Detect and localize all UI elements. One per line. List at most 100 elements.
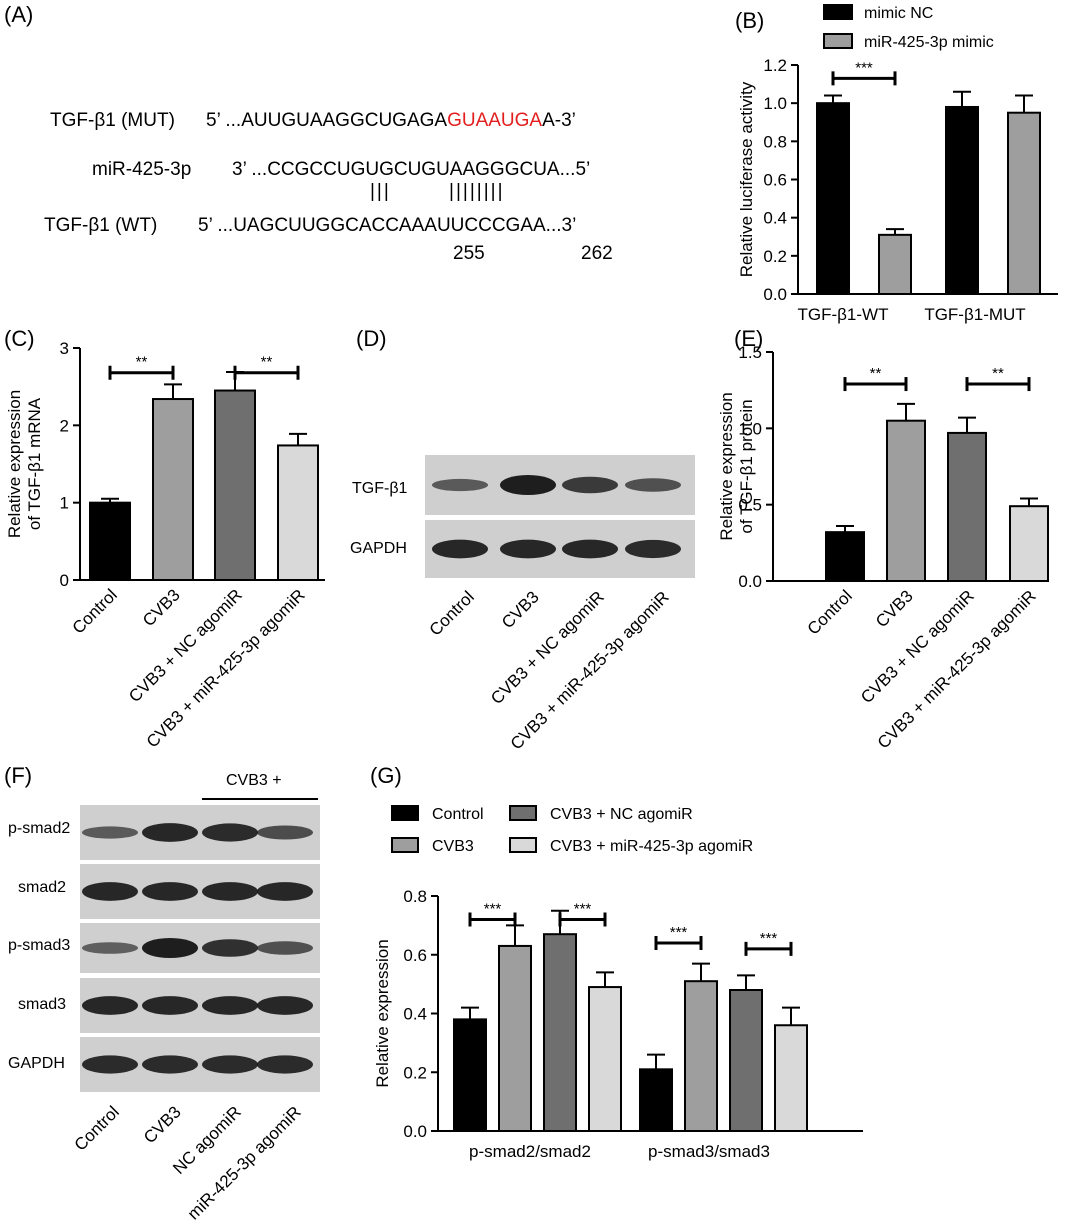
mirna-sequence: 3’ ...CCGCCUGUGCUGUAAGGGCUA...5’ [232, 159, 591, 180]
base-pair-marks: ||| |||||||| [370, 181, 505, 202]
bar-p-smad2/smad2-cvb3-+-nc-agomir [543, 933, 577, 1132]
panel-b-label: (B) [735, 8, 765, 33]
significance-label: ** [136, 354, 148, 371]
y-tick-label: 1 [60, 494, 69, 513]
bar-cvb3-+-nc-agomir [947, 431, 987, 582]
significance-label: *** [760, 930, 778, 947]
y-tick-label: 0.0 [403, 1122, 427, 1141]
x-category-label: CVB3 + NC agomiR [125, 585, 246, 706]
panel-a-label: (A) [4, 2, 34, 27]
bar-tgf-β1-wt-mir-425-3p-mimic [878, 233, 912, 295]
blot-f-label-smad2: smad2 [18, 879, 67, 896]
x-category-label: TGF-β1-MUT [924, 305, 1025, 324]
mirna-name: miR-425-3p [92, 159, 192, 180]
blot-f-label-psmad3: p-smad3 [8, 937, 71, 954]
y-tick-label: 0.6 [763, 171, 787, 190]
y-axis-label: of TGF-β1 mRNA [25, 397, 44, 530]
mut-sequence-prefix: 5’ ...AUUGUAAGGCUGAGA [206, 110, 448, 131]
bar-p-smad3/smad3-control [639, 1068, 673, 1132]
significance-label: *** [670, 924, 688, 941]
blot-lane-label: miR-425-3p agomiR [184, 1102, 305, 1223]
legend-swatch [509, 837, 537, 853]
blot-band [202, 882, 258, 901]
y-axis-label: Relative expression [5, 390, 24, 538]
blot-band [82, 826, 138, 839]
mut-sequence-name: TGF-β1 (MUT) [50, 110, 175, 131]
y-tick-label: 0.5 [738, 496, 762, 515]
blot-band [142, 996, 198, 1015]
blot-f-label-smad3: smad3 [18, 996, 67, 1013]
y-tick-label: 1.2 [763, 56, 787, 75]
bar-p-smad3/smad3-cvb3-+-nc-agomir [729, 989, 763, 1132]
blot-band [625, 539, 681, 559]
blot-lane-label: CVB3 [498, 587, 543, 632]
blot-band [257, 941, 313, 955]
bar-p-smad3/smad3-cvb3 [684, 980, 718, 1132]
blot-band [202, 996, 258, 1015]
y-tick-label: 0.4 [403, 1005, 427, 1024]
y-tick-label: 0.2 [403, 1063, 427, 1082]
bar-p-smad2/smad2-cvb3-+-mir-425-3p-agomir [588, 986, 622, 1132]
y-tick-label: 1.0 [763, 94, 787, 113]
blot-f-group-line [202, 798, 318, 800]
blot-d [425, 455, 695, 578]
bar-p-smad2/smad2-cvb3 [498, 944, 532, 1132]
y-axis-label: Relative expression [717, 392, 736, 540]
panel-f-label: (F) [4, 763, 33, 788]
x-category-label: CVB3 [872, 586, 917, 631]
y-tick-label: 1.5 [738, 343, 762, 362]
blot-band [82, 882, 138, 901]
legend-label: CVB3 + miR-425-3p agomiR [550, 838, 753, 855]
blot-lane-label: Control [71, 1102, 123, 1154]
y-tick-label: 0.0 [763, 285, 787, 304]
blot-f [80, 805, 320, 1092]
legend-label: miR-425-3p mimic [864, 34, 994, 51]
significance-label: *** [855, 59, 873, 76]
blot-band [82, 1055, 138, 1074]
y-axis-label: of TGF-β1 protein [737, 399, 756, 533]
chart-b: 0.0 0.2 0.4 0.6 0.8 1.0 1.2 Relative luciferase… [737, 4, 1058, 324]
blot-band [562, 539, 618, 559]
legend-swatch [823, 33, 853, 49]
bar-tgf-β1-wt-mimic-nc [816, 102, 850, 295]
blot-band [257, 882, 313, 901]
blot-f-group-label: CVB3 + [226, 772, 282, 789]
position-end: 262 [581, 243, 613, 264]
significance-label: ** [992, 365, 1004, 382]
bar-p-smad3/smad3-cvb3-+-mir-425-3p-agomir [774, 1024, 808, 1132]
blot-band [257, 996, 313, 1015]
blot-band [142, 1055, 198, 1074]
blot-band [500, 475, 556, 495]
significance-label: ** [261, 354, 273, 371]
chart-c: 0 1 2 3 Relative expression of TGF-β1 mRNA ** *… [5, 339, 325, 751]
blot-lane-label: CVB3 [140, 1102, 185, 1147]
significance-label: *** [574, 901, 592, 918]
y-tick-label: 0.8 [403, 887, 427, 906]
y-tick-label: 0.6 [403, 946, 427, 965]
x-category-label: Control [69, 585, 121, 637]
bar-cvb3 [152, 398, 194, 582]
bar-tgf-β1-mut-mimic-nc [945, 105, 979, 295]
blot-band [432, 478, 488, 492]
wt-sequence: 5’ ...UAGCUUGGCACCAAAUUCCCGAA...3’ [198, 215, 577, 236]
mut-sequence: 5’ ...AUUGUAAGGCUGAGAGUAAUGAA-3’ [206, 110, 576, 132]
blot-band [142, 882, 198, 901]
legend-swatch [391, 805, 419, 821]
wt-sequence-name: TGF-β1 (WT) [44, 215, 158, 236]
blot-band [432, 539, 488, 559]
bar-cvb3 [886, 419, 926, 582]
panel-d-label: (D) [356, 326, 387, 351]
chart-e: 0.0 0.5 1.0 1.5 Relative expression of TGF-β1… [717, 343, 1049, 752]
y-axis-label: Relative expression [373, 939, 392, 1087]
bar-control [825, 531, 865, 582]
panel-c-label: (C) [4, 326, 35, 351]
significance-label: ** [870, 365, 882, 382]
blot-band [142, 823, 198, 842]
bar-tgf-β1-mut-mir-425-3p-mimic [1007, 111, 1041, 296]
blot-band [142, 938, 198, 958]
blot-d-label-tgfb1: TGF-β1 [352, 480, 408, 497]
y-tick-label: 3 [60, 339, 69, 358]
bar-cvb3-+-nc-agomir [214, 389, 256, 581]
